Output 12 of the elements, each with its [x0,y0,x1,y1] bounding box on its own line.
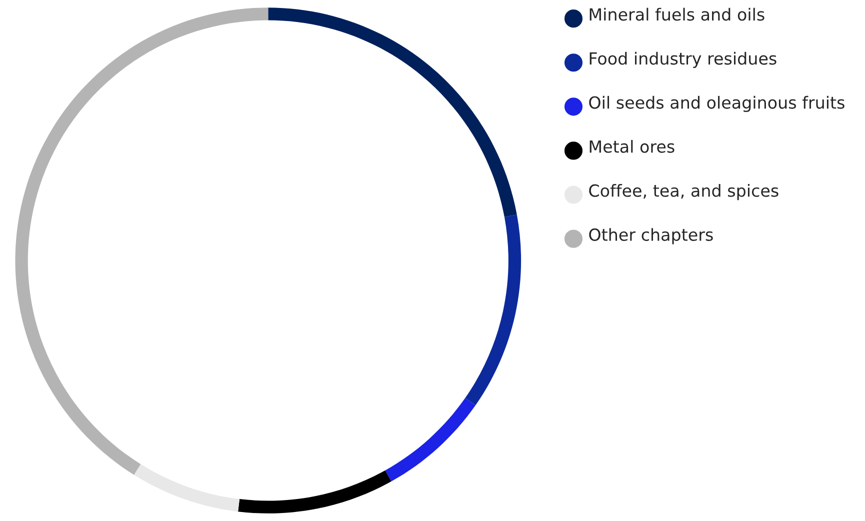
legend-label: Mineral fuels and oils [590,8,764,21]
donut-slice [385,398,476,482]
legend-label: Metal ores [590,140,674,153]
donut-slice [268,8,517,217]
legend-label: Coffee, tea, and spices [589,184,778,200]
donut-slice [15,8,268,475]
donut-slice [465,214,522,406]
legend-label: Other chapters [589,228,713,244]
donut-slice [238,470,392,514]
legend-label: Oil seeds and oleaginous fruits [589,96,844,112]
donut-slice [134,464,240,512]
legend-label: Food industry residues [590,52,776,68]
